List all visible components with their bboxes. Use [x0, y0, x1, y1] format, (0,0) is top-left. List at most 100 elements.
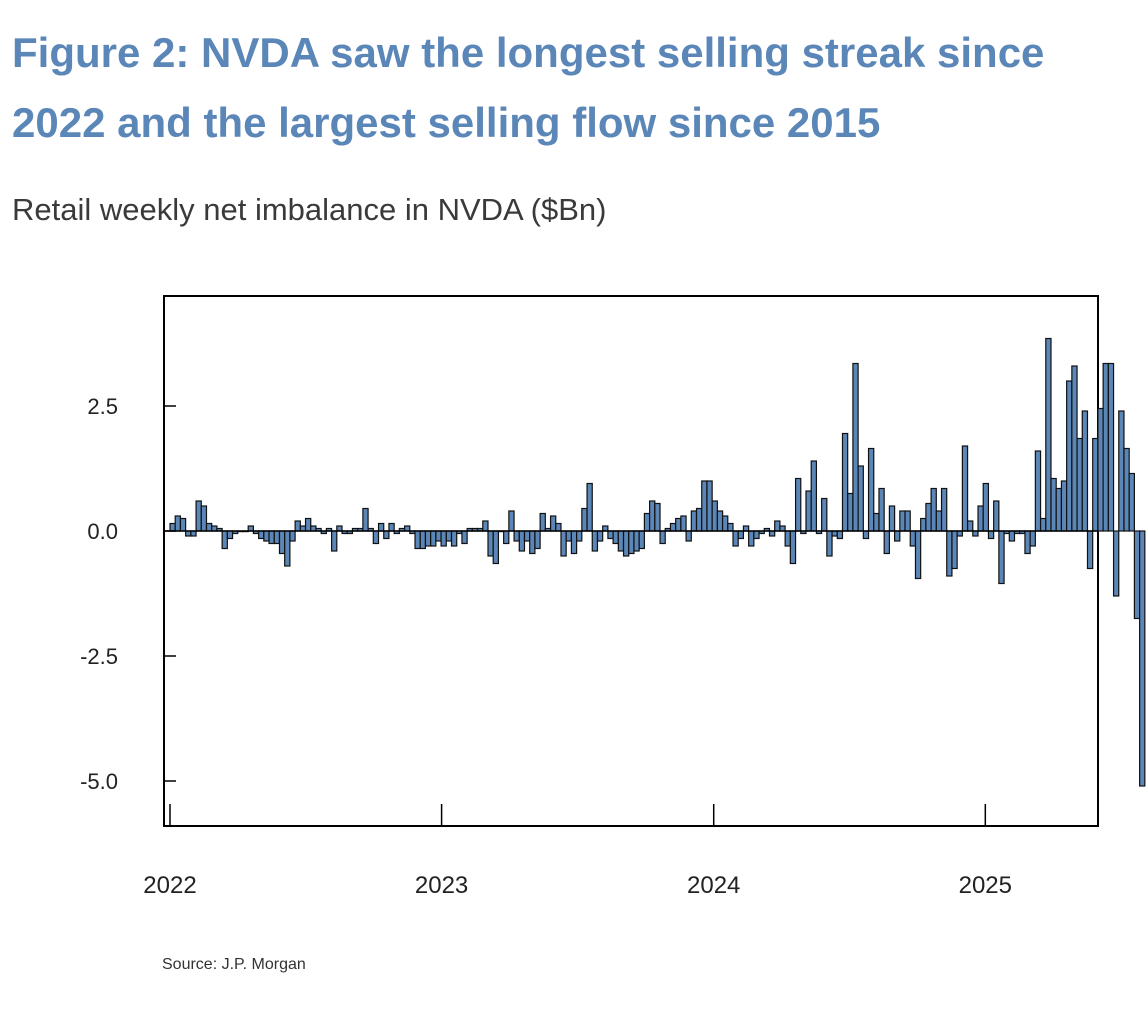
bar [737, 530, 745, 540]
bar [1102, 362, 1109, 532]
bar [388, 522, 395, 532]
bar [258, 530, 265, 540]
bar [1118, 410, 1125, 532]
bar [430, 530, 437, 547]
x-tick-label: 2022 [143, 872, 196, 899]
bar [789, 530, 797, 565]
bar [951, 530, 958, 570]
bar [1123, 447, 1130, 532]
bar [701, 480, 708, 532]
bar [1055, 487, 1063, 532]
bar [362, 507, 369, 532]
bar [508, 510, 515, 532]
x-tick-label: 2024 [687, 872, 740, 899]
bar [278, 530, 286, 555]
y-axis: 2.5 0.0 -2.5 -5.0 [80, 394, 176, 794]
bar [794, 477, 802, 532]
y-tick-label: 2.5 [87, 394, 118, 419]
bar [529, 530, 536, 555]
bar [1139, 530, 1146, 787]
bar [977, 505, 984, 532]
y-tick-label: -5.0 [80, 769, 118, 794]
bar [695, 507, 703, 532]
bar [377, 522, 385, 532]
bar [920, 517, 927, 532]
bar [993, 500, 1000, 532]
bar [372, 530, 380, 545]
bar [622, 530, 630, 557]
bar [576, 530, 583, 542]
bar [721, 515, 729, 532]
bar [669, 522, 677, 532]
x-tick-label: 2023 [415, 872, 468, 899]
bar [946, 530, 953, 577]
bar [174, 515, 182, 532]
bar [1071, 365, 1078, 532]
bar [419, 530, 427, 550]
bar [894, 530, 901, 542]
bar [1092, 437, 1099, 532]
bar [424, 530, 432, 547]
bar [935, 510, 943, 532]
bar [706, 480, 713, 532]
bar [289, 530, 296, 542]
bar [1008, 530, 1016, 542]
bar [888, 505, 896, 532]
bar [294, 520, 301, 532]
bar [200, 505, 208, 532]
bar [925, 502, 932, 532]
bar [878, 487, 885, 532]
x-tick-label: 2025 [959, 872, 1012, 899]
bar [961, 445, 969, 532]
bar [847, 492, 854, 532]
bar [1107, 362, 1115, 532]
bar [805, 490, 812, 532]
bar [883, 530, 890, 555]
bar [633, 530, 640, 552]
bar [1066, 380, 1073, 532]
bar [727, 522, 734, 532]
bar [628, 530, 635, 555]
bar [607, 530, 614, 540]
bar [857, 465, 864, 532]
bar [205, 522, 213, 532]
bar [331, 530, 338, 552]
bar [1029, 530, 1036, 547]
bar [680, 515, 687, 532]
bar [304, 517, 312, 532]
bar [930, 487, 937, 532]
bar [221, 530, 228, 550]
bar [383, 530, 390, 540]
bar [179, 517, 187, 532]
bar [643, 512, 651, 532]
bar [716, 510, 724, 532]
bar [1050, 477, 1057, 532]
bar [450, 530, 458, 547]
bar [1034, 450, 1042, 532]
bar [638, 530, 645, 550]
bar [852, 362, 859, 532]
bar [654, 502, 661, 532]
bar [273, 530, 281, 545]
bar [810, 460, 818, 532]
bar [675, 517, 682, 532]
bar [998, 530, 1005, 585]
bar [414, 530, 421, 550]
y-tick-label: 0.0 [87, 519, 118, 544]
plot-frame [163, 295, 1099, 827]
bar [826, 530, 833, 557]
bar [836, 530, 844, 540]
bar [904, 510, 911, 532]
bar [445, 530, 453, 542]
bar [867, 447, 875, 532]
bar [711, 500, 718, 532]
bar [482, 520, 489, 532]
bar [581, 507, 588, 532]
bar [284, 530, 291, 567]
bar [732, 530, 739, 547]
bar [1133, 530, 1141, 620]
bar [555, 522, 562, 532]
bar [774, 520, 781, 532]
bar [195, 500, 202, 532]
bar [612, 530, 619, 545]
